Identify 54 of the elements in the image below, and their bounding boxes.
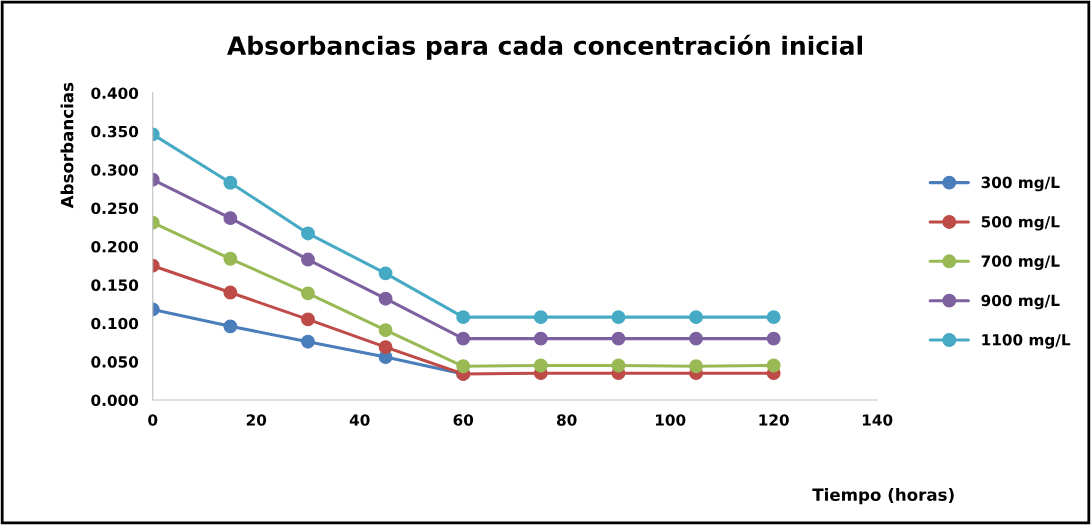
x-tick-label: 100 [655,414,686,426]
point [223,285,238,300]
x-tick-label: 120 [759,414,789,426]
point [766,310,781,325]
legend-label: 300 mg/L [981,176,1060,192]
point [301,312,315,327]
point [689,359,704,374]
chart-title: Absorbancias para cada concentración inicial [227,34,862,60]
point [223,211,238,226]
point [301,226,315,241]
x-axis-title: Tiempo (horas) [812,488,954,505]
point [611,310,626,325]
point [378,291,393,306]
x-tick-label: 40 [349,414,370,426]
point [533,331,548,346]
y-axis-title: Absorbancias [60,82,74,209]
y-tick-label: 0.300 [91,164,139,176]
legend-label: 700 mg/L [981,255,1060,270]
x-tick-label: 0 [148,414,158,426]
x-tick-label: 80 [557,414,577,426]
point [301,252,315,267]
point [766,358,781,373]
y-tick-label: 0.250 [91,202,139,215]
legend-label: 1100 mg/L [982,334,1071,349]
point [223,319,238,334]
point [611,358,626,373]
point [378,266,393,281]
legend-label: 500 mg/L [981,215,1060,231]
x-tick-label: 60 [453,414,474,426]
point [689,310,704,325]
y-tick-label: 0.350 [91,125,139,138]
point [533,358,548,373]
point [456,310,471,325]
y-tick-label: 0.050 [91,356,139,368]
point [223,251,238,266]
y-tick-label: 0.100 [91,317,139,330]
x-tick-label: 20 [246,414,267,426]
point [456,331,471,346]
point [766,331,781,346]
point [378,323,393,338]
y-tick-label: 0.150 [91,279,139,291]
point [533,310,548,325]
point [456,359,471,374]
point [301,334,315,349]
y-tick-label: 0.000 [91,394,139,407]
point [611,331,626,346]
y-tick-label: 0.400 [91,87,139,99]
point [223,175,238,190]
x-tick-label: 140 [862,414,893,426]
legend-label: 900 mg/L [981,294,1060,310]
y-tick-label: 0.200 [91,240,139,253]
point [689,331,704,346]
point [378,340,393,355]
point [301,286,315,301]
